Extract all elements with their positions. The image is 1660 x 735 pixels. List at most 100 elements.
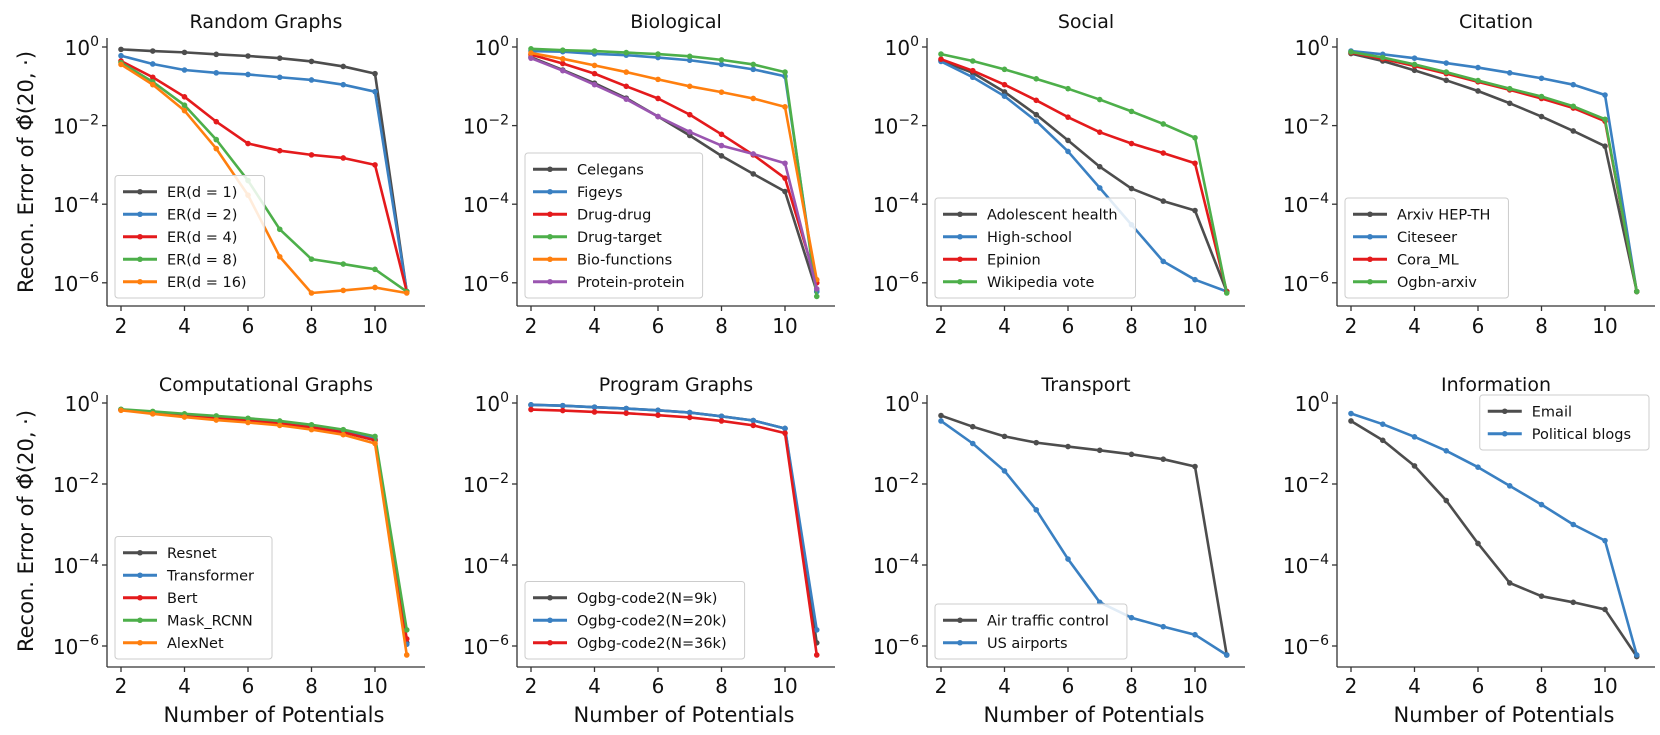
- data-point: [938, 51, 944, 57]
- data-point: [528, 406, 534, 413]
- legend-swatch-marker: [1501, 430, 1508, 437]
- data-point: [623, 83, 630, 90]
- data-point: [559, 407, 566, 414]
- legend-item: Adolescent health: [943, 207, 1118, 223]
- data-point: [686, 83, 693, 90]
- x-tick-label: 2: [525, 674, 538, 698]
- legend-swatch-marker: [547, 233, 553, 240]
- data-point: [623, 410, 630, 416]
- legend-box: [1344, 197, 1509, 299]
- subplot-information: Information 2 4 6 8 10 100 10−2 10−4 10−6 Number o…: [1283, 374, 1655, 727]
- x-tick-label: 10: [1592, 674, 1617, 698]
- data-point: [1065, 148, 1071, 155]
- data-point: [1443, 60, 1450, 66]
- legend-label: Citeseer: [1397, 230, 1457, 246]
- data-point: [782, 104, 788, 110]
- chart-title: Computational Graphs: [159, 374, 373, 396]
- legend-item: Ogbg-code2(N=20k): [533, 613, 727, 629]
- legend-item: ER(d = 2): [123, 207, 237, 223]
- data-point: [1096, 163, 1103, 170]
- data-point: [1160, 121, 1167, 127]
- legend-label: Celegans: [577, 162, 644, 178]
- data-point: [750, 61, 757, 68]
- legend-swatch-marker: [957, 211, 963, 218]
- series-line: [940, 59, 1228, 292]
- legend-swatch-marker: [547, 256, 553, 263]
- x-tick-label: 2: [115, 674, 128, 698]
- data-point: [1379, 54, 1386, 61]
- data-point: [149, 74, 156, 81]
- y-tick-label: 10−2: [463, 113, 509, 139]
- data-point: [308, 421, 315, 428]
- data-point: [655, 51, 661, 57]
- legend-label: Bert: [167, 591, 198, 607]
- legend-item: Cora_ML: [1353, 252, 1459, 268]
- legend-box: [114, 175, 266, 299]
- y-tick-label: 100: [475, 390, 509, 416]
- y-tick-label: 10−2: [1283, 471, 1329, 497]
- data-point: [245, 415, 251, 422]
- data-point: [213, 417, 220, 423]
- legend-swatch-marker: [547, 278, 553, 285]
- legend-item: Drug-target: [533, 230, 662, 246]
- y-tick-label: 10−2: [53, 471, 99, 497]
- data-point: [528, 402, 534, 408]
- data-point: [1538, 593, 1545, 599]
- legend-swatch-marker: [137, 188, 143, 195]
- x-axis-label: Number of Potentials: [1394, 703, 1615, 727]
- y-tick-label: 100: [65, 34, 99, 60]
- y-tick-label: 10−2: [53, 113, 99, 139]
- data-point: [372, 266, 378, 273]
- y-tick-label: 10−6: [873, 633, 919, 659]
- data-point: [245, 140, 251, 147]
- data-point: [655, 412, 661, 418]
- series-drug-target: [528, 45, 820, 300]
- y-tick-label: 100: [1295, 34, 1329, 60]
- data-point: [782, 160, 788, 167]
- series-line: [530, 49, 819, 292]
- data-point: [559, 60, 566, 67]
- data-point: [1443, 77, 1450, 84]
- data-point: [308, 426, 315, 433]
- data-point: [969, 423, 976, 430]
- legend-box: [1479, 394, 1650, 451]
- x-tick-label: 6: [1472, 314, 1485, 338]
- data-point: [1475, 540, 1481, 547]
- data-point: [118, 61, 124, 68]
- x-tick-label: 6: [652, 314, 665, 338]
- data-point: [686, 414, 693, 421]
- chart-title: Transport: [1040, 374, 1130, 396]
- legend: Arxiv HEP-TH Citeseer Cora_ML Ogbn-arxiv: [1344, 197, 1509, 299]
- legend-label: ER(d = 1): [167, 185, 237, 201]
- x-tick-label: 6: [242, 674, 255, 698]
- series-er-d-1-: [118, 46, 410, 295]
- data-point: [623, 69, 630, 75]
- legend-item: Bert: [123, 591, 198, 607]
- data-point: [623, 49, 630, 56]
- series-email: [1348, 418, 1640, 660]
- x-tick-label: 2: [1345, 674, 1358, 698]
- y-tick-label: 10−6: [1283, 270, 1329, 296]
- data-point: [181, 67, 188, 73]
- data-point: [591, 81, 598, 88]
- data-point: [1443, 497, 1450, 504]
- legend: ER(d = 1) ER(d = 2) ER(d = 4) ER(d = 8) ER(d…: [114, 175, 266, 299]
- series-line: [1350, 419, 1638, 658]
- data-point: [340, 261, 347, 267]
- y-tick-label: 10−4: [53, 552, 99, 578]
- data-point: [1602, 116, 1608, 123]
- series-line: [1350, 52, 1639, 292]
- y-tick-label: 10−6: [53, 633, 99, 659]
- legend-item: Resnet: [123, 546, 217, 562]
- y-tick-label: 10−2: [873, 113, 919, 139]
- series-alexnet: [118, 407, 410, 658]
- data-point: [528, 45, 534, 52]
- data-point: [372, 440, 378, 447]
- data-point: [1033, 118, 1040, 124]
- data-point: [213, 413, 220, 419]
- legend-label: Mask_RCNN: [167, 613, 253, 629]
- legend-item: Political blogs: [1487, 427, 1631, 443]
- data-point: [118, 407, 124, 414]
- legend-swatch-marker: [957, 233, 963, 240]
- x-tick-label: 4: [1408, 314, 1421, 338]
